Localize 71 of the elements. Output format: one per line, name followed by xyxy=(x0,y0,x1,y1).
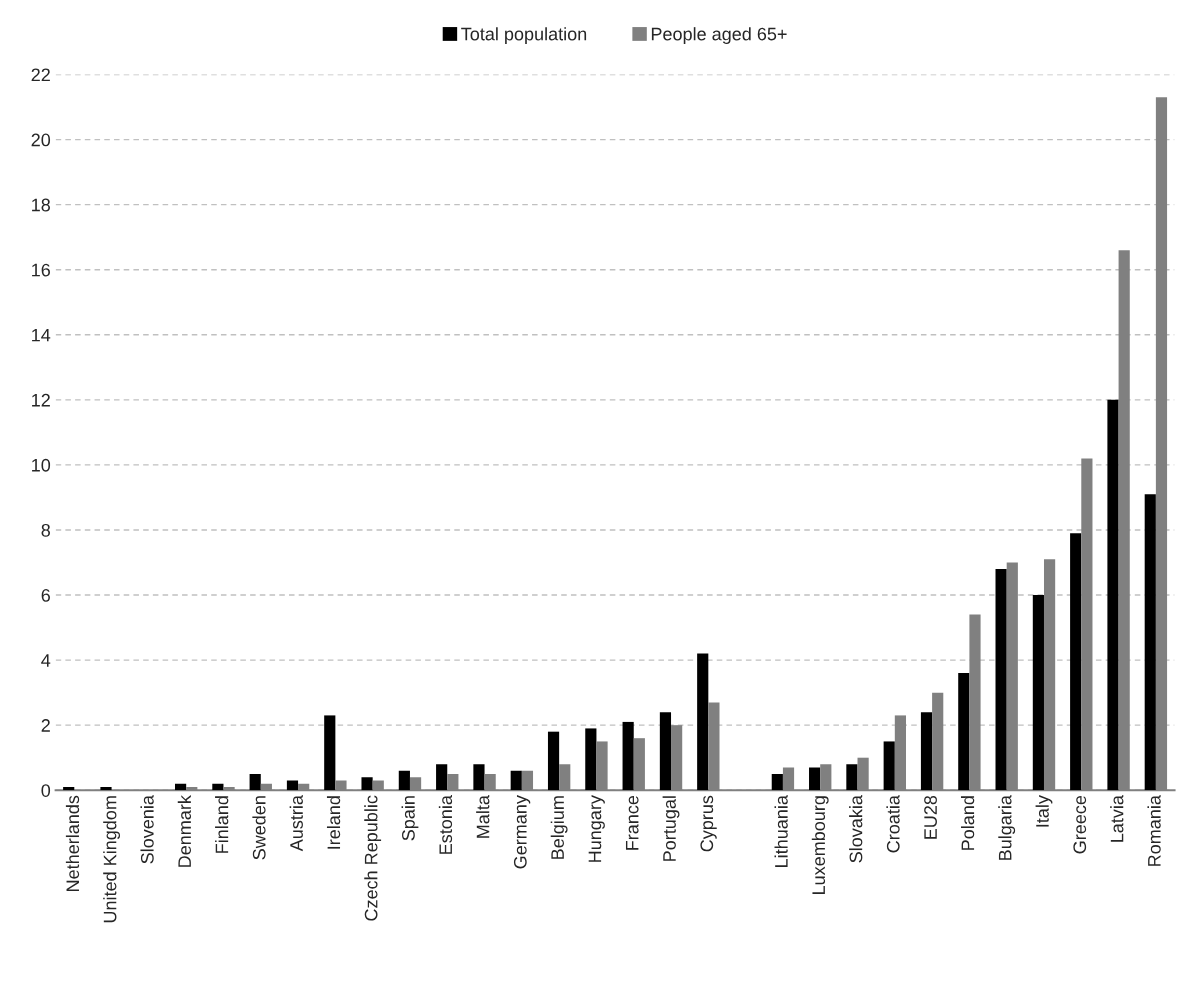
x-tick-label: Denmark xyxy=(177,795,192,867)
bar xyxy=(697,653,709,791)
bar xyxy=(771,773,783,791)
y-tick-label: 22 xyxy=(31,68,50,82)
bar xyxy=(63,786,75,791)
x-tick-label: Netherlands xyxy=(65,795,80,891)
bar xyxy=(212,783,224,791)
y-tick-label: 6 xyxy=(41,588,50,602)
bar xyxy=(175,783,187,791)
y-tick-label: 4 xyxy=(41,654,51,667)
bar xyxy=(249,773,261,791)
bar xyxy=(398,770,410,791)
y-tick-label: 0 xyxy=(41,784,51,797)
y-tick-label: 12 xyxy=(32,393,50,407)
bar xyxy=(659,712,672,791)
x-tick-label: Germany xyxy=(513,795,531,869)
bar xyxy=(1107,399,1119,791)
bar xyxy=(361,777,373,791)
x-tick-label: Portugal xyxy=(662,796,680,861)
bar xyxy=(547,731,560,791)
bar xyxy=(958,673,970,791)
x-tick-label: Ireland xyxy=(326,796,341,849)
x-tick-label: Hungary xyxy=(588,795,605,862)
x-tick-label: Romania xyxy=(1147,795,1161,866)
x-tick-label: Latvia xyxy=(1110,795,1124,842)
legend-label: People aged 65+ xyxy=(651,27,787,44)
x-tick-label: France xyxy=(625,795,639,850)
x-tick-label: Spain xyxy=(401,796,419,841)
y-tick-label: 16 xyxy=(32,263,50,277)
y-tick-label: 20 xyxy=(31,133,51,147)
x-tick-label: Finland xyxy=(215,796,229,853)
legend-label: Total population xyxy=(461,27,587,44)
x-tick-label: Cyprus xyxy=(700,795,717,852)
bar xyxy=(622,721,634,791)
x-tick-label: Poland xyxy=(960,796,975,850)
x-tick-label: Greece xyxy=(1073,795,1087,854)
bar xyxy=(920,712,933,791)
bar xyxy=(809,767,821,791)
x-tick-label: Sweden xyxy=(252,796,266,860)
y-tick-label: 2 xyxy=(41,719,50,732)
bar xyxy=(510,770,522,791)
y-tick-label: 18 xyxy=(32,198,50,212)
bar xyxy=(585,728,597,791)
x-tick-label: Belgium xyxy=(550,796,568,859)
x-tick-label: Slovakia xyxy=(849,795,863,863)
bar xyxy=(436,764,448,791)
x-tick-label: Bulgaria xyxy=(998,795,1016,860)
x-tick-label: EU28 xyxy=(924,795,937,839)
x-tick-label: Lithuania xyxy=(774,795,788,867)
y-tick-label: 14 xyxy=(32,328,51,342)
bar xyxy=(1032,595,1044,791)
x-tick-label: Luxembourg xyxy=(811,796,829,894)
bar xyxy=(846,764,858,791)
x-tick-label: Austria xyxy=(289,795,303,852)
x-tick-label: Czech Republic xyxy=(364,795,382,921)
bar xyxy=(286,780,299,791)
bar xyxy=(1144,494,1156,791)
bar xyxy=(324,715,336,791)
x-tick-label: Malta xyxy=(476,795,490,838)
x-tick-label: Slovenia xyxy=(140,795,154,864)
y-tick-label: 8 xyxy=(41,523,50,537)
x-tick-label: United Kingdom xyxy=(103,796,121,923)
bar xyxy=(473,764,485,791)
x-tick-label: Italy xyxy=(1035,795,1053,827)
x-tick-label: Estonia xyxy=(438,795,453,854)
y-tick-label: 10 xyxy=(32,458,51,472)
x-tick-label: Croatia xyxy=(886,795,900,853)
bar xyxy=(100,786,112,791)
bar xyxy=(1070,533,1082,791)
bar xyxy=(995,569,1007,791)
bar xyxy=(883,741,895,791)
